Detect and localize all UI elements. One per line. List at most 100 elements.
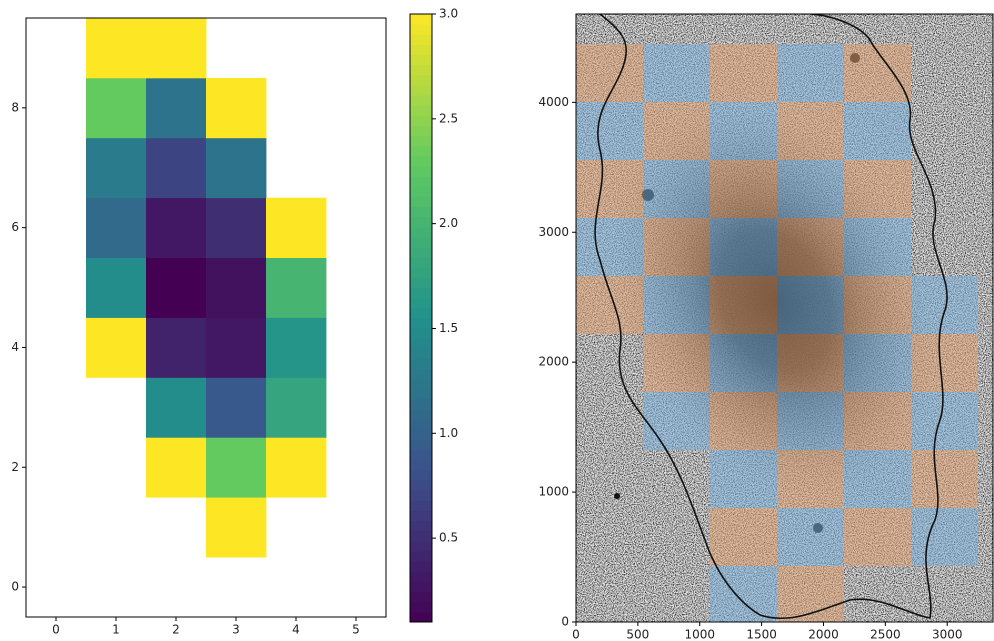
colorbar-segment (410, 135, 432, 147)
colorbar-tick-label: 2.0 (439, 216, 458, 230)
overlay-cell (911, 392, 978, 450)
heatmap-cell (146, 437, 207, 498)
heatmap-cell (146, 137, 207, 199)
overlay-cell (643, 160, 710, 218)
overlay-cell (777, 218, 844, 276)
overlay-cell (710, 392, 777, 450)
colorbar-tick-label: 2.5 (439, 111, 458, 125)
colorbar-segment (410, 328, 432, 339)
heatmap-cell (266, 437, 327, 498)
heatmap-cell (146, 18, 207, 79)
overlay-cell (576, 160, 643, 218)
overlay-cell (576, 44, 643, 102)
heatmap-cell (266, 257, 327, 318)
colorbar-segment (410, 186, 432, 197)
x-tick-label: 2 (172, 623, 180, 637)
colorbar-segment (410, 581, 432, 593)
overlay-cell (643, 334, 710, 392)
overlay-cell (643, 218, 710, 276)
overlay-cell (576, 102, 643, 160)
colorbar-segment (410, 125, 432, 137)
colorbar-segment (410, 591, 432, 603)
overlay-cell (710, 334, 777, 392)
colorbar-segment (410, 399, 432, 410)
colorbar-segment (410, 551, 432, 562)
colorbar-segment (410, 338, 432, 349)
colorbar-segment (410, 449, 432, 461)
colorbar-segment (410, 318, 432, 329)
heatmap-cell (86, 197, 147, 258)
colorbar-segment (410, 459, 432, 471)
heatmap-cell (146, 317, 207, 378)
colorbar-segment (410, 429, 432, 441)
colorbar-frame (409, 13, 433, 623)
overlay-cell (844, 334, 911, 392)
x-tick-label: 1500 (746, 628, 777, 641)
colorbar-segment (410, 500, 432, 512)
overlay-cell (911, 508, 978, 566)
colorbar-segment (410, 409, 432, 420)
overlay-cell (710, 160, 777, 218)
overlay-cell (844, 508, 911, 566)
colorbar-segment (410, 510, 432, 522)
colorbar-segment (410, 166, 432, 177)
x-tick-label: 2500 (870, 628, 901, 641)
colorbar-segment (410, 34, 432, 45)
overlay-cell (576, 276, 643, 334)
heatmap-cell (86, 18, 147, 79)
overlay-cell (710, 450, 777, 508)
heatmap-cell (206, 377, 267, 438)
x-tick-label: 0 (52, 623, 60, 637)
colorbar-segment (410, 14, 432, 25)
colorbar-segment (410, 530, 432, 542)
colorbar-tick-label: 0.5 (439, 531, 458, 545)
colorbar-segment (410, 561, 432, 572)
colorbar-segment (410, 307, 432, 319)
heatmap-cell (206, 137, 267, 199)
heatmap-cell (86, 137, 147, 199)
y-tick-label: 8 (11, 100, 19, 114)
colorbar-segment (410, 84, 432, 96)
colorbar-segment (410, 601, 432, 613)
colorbar-segment (410, 388, 432, 400)
colorbar-segment (410, 176, 432, 187)
heatmap-cell (146, 377, 207, 438)
colorbar-segment (410, 247, 432, 258)
overlay-cell (777, 566, 844, 622)
overlay-cell (844, 218, 911, 276)
colorbar-segment (410, 74, 432, 86)
colorbar-segment (410, 267, 432, 278)
colorbar-segment (410, 145, 432, 157)
heatmap-cell (146, 257, 207, 318)
overlay-cell (844, 450, 911, 508)
overlay-cell (576, 218, 643, 276)
colorbar-segment (410, 287, 432, 299)
colorbar-segment (410, 155, 432, 167)
overlay-cell (710, 44, 777, 102)
colorbar-segment (410, 480, 432, 491)
x-tick-label: 4 (292, 623, 300, 637)
colorbar-segment (410, 611, 432, 623)
colorbar-segment (410, 490, 432, 501)
colorbar-segment (410, 419, 432, 430)
overlay-cell (643, 102, 710, 160)
heatmap-cell (206, 437, 267, 498)
overlay-cell (777, 450, 844, 508)
overlay-cell (911, 450, 978, 508)
colorbar-segment (410, 439, 432, 451)
heatmap-cell (206, 257, 267, 318)
overlay-cell (844, 102, 911, 160)
x-tick-label: 500 (626, 628, 649, 641)
colorbar-segment (410, 236, 432, 248)
colorbar-segment (410, 348, 432, 360)
colorbar-segment (410, 358, 432, 370)
star (614, 493, 620, 499)
heatmap-cell (146, 77, 207, 139)
x-tick-label: 0 (572, 628, 580, 641)
overlay-cell (643, 392, 710, 450)
y-tick-label: 2 (11, 460, 19, 474)
heatmap-cell (146, 197, 207, 258)
overlay-cell (911, 334, 978, 392)
overlay-cell (844, 160, 911, 218)
